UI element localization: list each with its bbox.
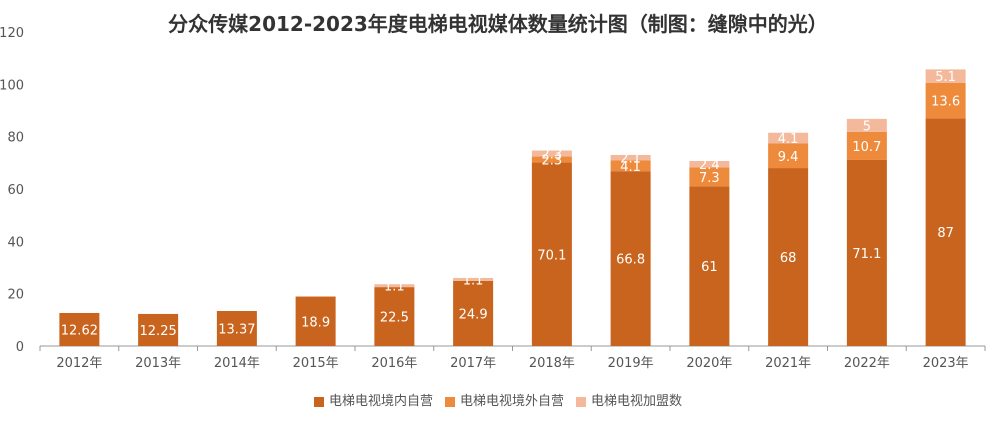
bar-segment [925,69,966,83]
data-label: 61 [701,260,718,275]
legend-label: 电梯电视加盟数 [591,394,683,409]
bar-segment [768,168,809,346]
bar-segment [768,132,809,144]
legend-swatch [444,396,455,407]
x-tick-label: 2021年 [765,356,811,371]
data-label: 10.7 [852,140,881,155]
bar-segment [846,118,887,132]
x-tick-label: 2017年 [450,356,496,371]
data-label: 7.3 [699,171,720,186]
bar-segment [453,280,494,346]
legend-label: 电梯电视境外自营 [459,394,564,409]
bar-segment [689,167,730,187]
data-label: 13.6 [931,95,960,110]
data-label: 13.37 [218,323,255,338]
legend-swatch [313,396,324,407]
x-tick-label: 2014年 [214,356,260,371]
data-label: 1.1 [384,280,405,295]
data-label: 5 [863,119,871,134]
bars [59,69,966,346]
x-tick-label: 2013年 [135,356,181,371]
x-tick-label: 2020年 [686,356,732,371]
data-label: 24.9 [459,307,488,322]
bar-segment [295,296,336,346]
bar-segment [531,162,572,346]
bar-segment [925,82,966,119]
data-label: 5.1 [935,70,956,85]
bar-segment [689,186,730,346]
bar-segment [610,154,651,161]
bar-segment [610,171,651,346]
data-label: 87 [937,226,954,241]
legend: 电梯电视境内自营 电梯电视境外自营 电梯电视加盟数 [0,390,996,409]
data-label: 12.25 [140,324,177,339]
data-label: 9.4 [778,150,799,165]
data-label: 1.1 [463,273,484,288]
legend-item: 电梯电视加盟数 [576,390,682,409]
data-label: 2.1 [620,152,641,167]
data-labels: 12.62 12.25 13.37 18.9 22.5 1.1 24.9 1.1 70.1 2.3… [61,70,960,339]
bar-segment [531,150,572,157]
data-label: 2.3 [542,148,563,163]
legend-label: 电梯电视境内自营 [328,394,433,409]
data-label: 4.1 [778,132,799,147]
bar-segment [374,287,415,346]
bar-segment [138,313,179,346]
y-tick-label: 60 [7,183,24,198]
data-label: 68 [780,251,797,266]
chart-title: 分众传媒2012-2023年度电梯电视媒体数量统计图（制图：缝隙中的光） [168,12,828,36]
y-tick-label: 100 [0,78,24,93]
bar-segment [531,156,572,163]
bar-segment [453,277,494,281]
bar-segment [768,143,809,169]
data-label: 71.1 [852,247,881,262]
y-tick-label: 40 [7,235,24,250]
x-tick-label: 2012年 [56,356,102,371]
bar-segment [216,311,257,346]
data-label: 18.9 [301,315,330,330]
bar-segment [925,118,966,346]
legend-swatch [576,396,586,407]
bar-segment [374,284,415,288]
data-label: 66.8 [616,253,645,268]
bar-segment [610,160,651,172]
x-tick-label: 2022年 [844,356,890,371]
y-tick-label: 120 [0,26,24,41]
legend-item: 电梯电视境内自营 [313,390,433,409]
y-tick-label: 20 [7,288,24,303]
y-tick-label: 0 [16,340,24,355]
data-label: 22.5 [380,311,409,326]
x-tick-label: 2016年 [371,356,417,371]
data-label: 70.1 [537,248,566,263]
data-label: 12.62 [61,323,98,338]
bar-segment [59,312,100,346]
x-tick-label: 2019年 [608,356,654,371]
axes: 0 20 40 60 80 100 120 2012年 2013年 2014年 2015年 2016年… [0,26,986,371]
bar-segment [689,161,730,168]
data-label: 2.4 [699,158,720,173]
bar-segment [846,131,887,160]
x-tick-label: 2023年 [923,356,969,371]
data-label: 4.1 [620,160,641,175]
x-tick-label: 2018年 [529,356,575,371]
x-tick-label: 2015年 [293,356,339,371]
legend-item: 电梯电视境外自营 [444,390,564,409]
data-label: 2.3 [542,154,563,169]
bar-segment [846,159,887,346]
y-tick-label: 80 [7,131,24,146]
